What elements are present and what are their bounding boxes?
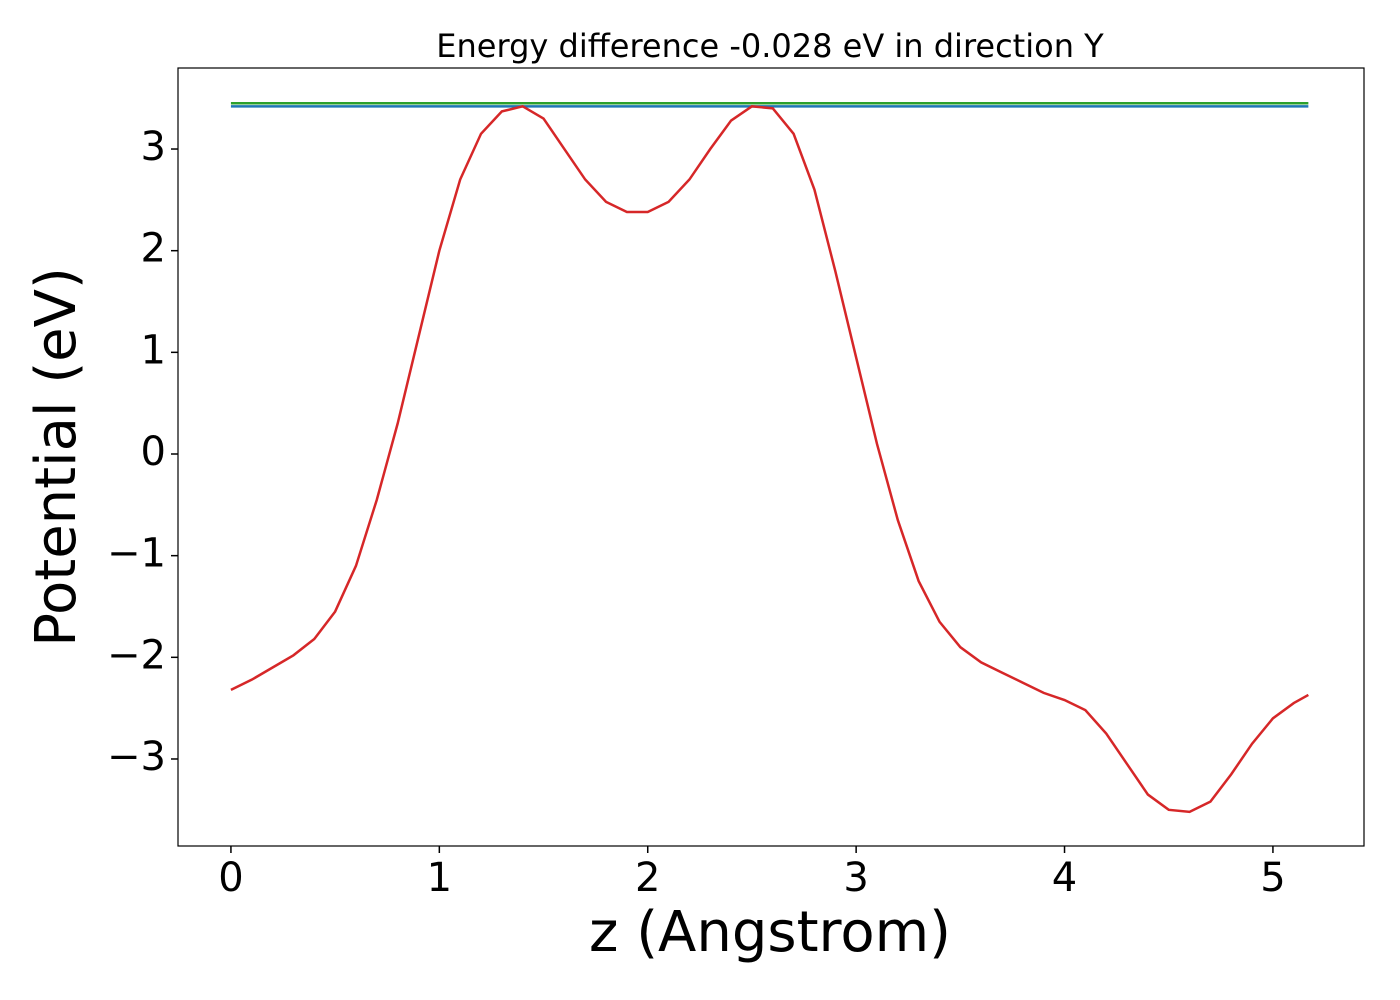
y-tick-label: 1	[141, 327, 166, 373]
y-tick-label: 3	[141, 124, 166, 170]
y-tick-label: 0	[141, 429, 166, 475]
x-tick-label: 3	[843, 855, 868, 901]
data-line	[230, 104, 1309, 814]
x-tick-label: 1	[427, 855, 452, 901]
y-tick-label: 2	[141, 226, 166, 272]
x-tick-label: 0	[218, 855, 243, 901]
x-tick-label: 5	[1260, 855, 1285, 901]
chart-title: Energy difference -0.028 eV in direction…	[436, 27, 1104, 65]
plot-frame	[177, 67, 1365, 847]
x-tick-label: 2	[635, 855, 660, 901]
y-tick-label: −1	[107, 531, 166, 577]
y-axis-label: Potential (eV)	[24, 267, 89, 647]
x-tick-label: 4	[1052, 855, 1077, 901]
x-axis-label: z (Angstrom)	[589, 900, 951, 965]
y-tick-label: −2	[107, 632, 166, 678]
y-tick-label: −3	[107, 734, 166, 780]
